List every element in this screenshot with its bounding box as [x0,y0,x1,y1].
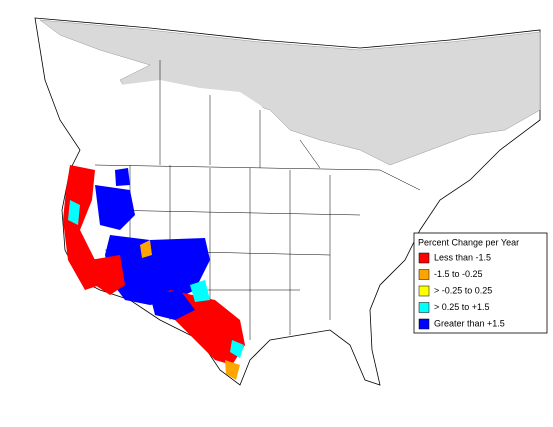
legend-label: Less than -1.5 [434,252,491,262]
legend-label: Greater than +1.5 [434,318,505,328]
legend-swatch [418,285,430,297]
legend-label: > 0.25 to +1.5 [434,302,490,312]
legend-swatch [418,252,430,264]
legend-label: > -0.25 to 0.25 [434,285,492,295]
legend-swatch [418,302,430,313]
legend-label: -1.5 to -0.25 [434,269,483,279]
trend-areas [63,165,245,380]
legend-swatch [418,318,430,330]
legend-box [413,232,548,334]
legend-title: Percent Change per Year [418,237,519,247]
no-data-region [39,19,541,166]
legend-swatch [418,269,430,280]
legend-items: Less than -1.5 -1.5 to -0.25 > -0.25 to 0.… [418,252,505,330]
